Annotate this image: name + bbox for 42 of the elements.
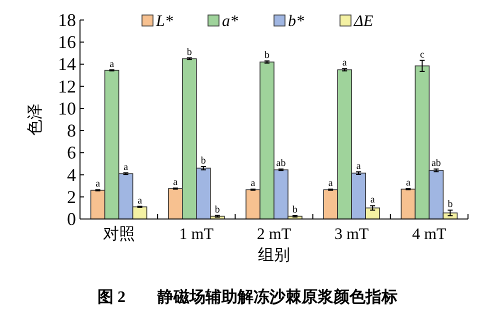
data-label: b	[214, 204, 220, 216]
x-tick-label: 1 mT	[179, 226, 214, 243]
data-label: a	[173, 177, 178, 188]
y-tick-label: 10	[58, 98, 76, 118]
data-label: b	[264, 50, 270, 61]
y-tick-label: 16	[58, 32, 76, 52]
y-axis-title: 色泽	[27, 104, 44, 136]
y-tick-label: 4	[67, 164, 76, 185]
legend-label: ΔE	[353, 13, 374, 30]
data-label: a	[342, 58, 348, 69]
y-tick-label: 18	[58, 10, 76, 30]
data-label: b	[186, 46, 192, 58]
data-label: a	[138, 195, 143, 206]
data-label: c	[420, 49, 425, 60]
data-label: ab	[431, 158, 441, 170]
x-tick-label: 3 mT	[334, 226, 369, 243]
data-label: a	[406, 178, 411, 189]
y-tick-label: 6	[67, 142, 76, 163]
data-label: a	[356, 160, 362, 172]
y-tick-label: 2	[67, 186, 76, 207]
data-label: a	[370, 194, 376, 206]
legend-label: a*	[222, 13, 238, 30]
data-label: a	[250, 178, 256, 190]
data-label: b	[448, 199, 453, 210]
x-axis-title: 组别	[258, 247, 290, 264]
data-label: ab	[276, 158, 286, 170]
x-tick-label: 对照	[102, 225, 135, 243]
data-label: a	[96, 178, 101, 190]
legend-label: L*	[155, 13, 173, 30]
y-tick-label: 8	[67, 120, 76, 141]
data-label: b	[292, 204, 298, 216]
data-label: a	[110, 58, 115, 70]
text: 图 2 静磁场辅助解冻沙棘原浆颜色指标	[98, 288, 398, 306]
y-tick-label: 12	[58, 76, 76, 96]
y-tick-label: 0	[67, 209, 76, 229]
data-label: a	[328, 178, 334, 190]
data-label: b	[200, 155, 206, 166]
data-label: a	[124, 162, 129, 173]
x-tick-label: 4 mT	[412, 226, 447, 243]
x-tick-label: 2 mT	[256, 226, 292, 243]
y-tick-label: 14	[58, 54, 76, 74]
legend-label: b*	[288, 13, 304, 30]
